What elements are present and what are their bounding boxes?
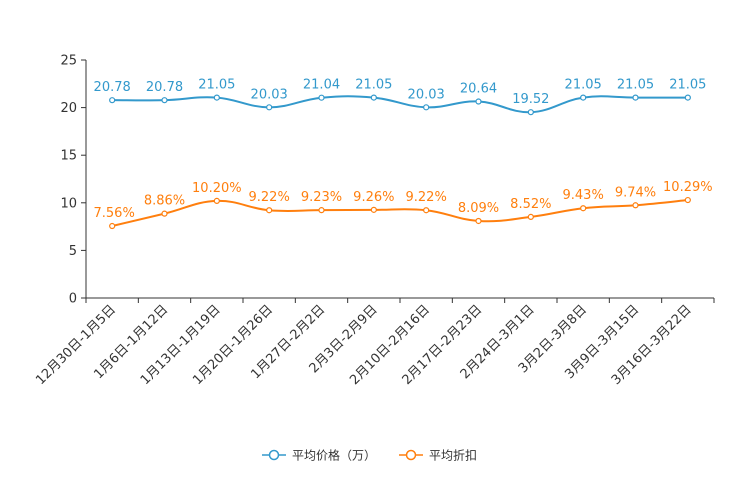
data-point[interactable]	[632, 94, 639, 101]
y-tick-label: 25	[60, 54, 77, 69]
data-label: 9.43%	[563, 188, 604, 203]
y-axis: 0 5 10 15 20 25	[60, 54, 87, 307]
data-label: 20.64	[460, 82, 497, 97]
data-label: 20.78	[146, 80, 183, 95]
data-point[interactable]	[370, 94, 377, 101]
data-label: 20.03	[408, 87, 445, 102]
series-line	[112, 95, 688, 114]
data-point[interactable]	[213, 197, 220, 204]
series-line	[111, 199, 688, 228]
data-point[interactable]	[580, 94, 587, 101]
data-point[interactable]	[213, 94, 220, 101]
data-label: 21.05	[617, 78, 654, 93]
data-label: 21.05	[669, 78, 706, 93]
data-point[interactable]	[527, 109, 534, 116]
y-tick-label: 10	[60, 196, 77, 211]
data-label: 8.52%	[510, 197, 551, 212]
data-point[interactable]	[109, 97, 116, 104]
legend-marker-icon	[268, 449, 280, 461]
data-label: 20.78	[94, 80, 131, 95]
data-point[interactable]	[318, 94, 325, 101]
data-label: 20.03	[251, 87, 288, 102]
data-point[interactable]	[161, 97, 168, 104]
data-label: 10.29%	[663, 180, 713, 195]
data-label: 21.04	[303, 78, 340, 93]
y-tick-label: 15	[60, 149, 77, 164]
data-label: 8.86%	[144, 194, 185, 209]
data-point[interactable]	[318, 207, 325, 214]
data-point[interactable]	[632, 202, 639, 209]
data-point[interactable]	[527, 213, 534, 220]
data-point[interactable]	[475, 217, 482, 225]
series-0: 20.78 20.78 21.05 20.03 21.04 21.05 20.03 20.64…	[94, 78, 706, 116]
series-layer: 20.78 20.78 21.05 20.03 21.04 21.05 20.03 20.64…	[94, 78, 713, 230]
data-label: 9.22%	[249, 190, 290, 205]
data-point[interactable]	[423, 207, 430, 214]
data-label: 9.74%	[615, 185, 656, 200]
data-point[interactable]	[370, 206, 377, 213]
legend-marker-icon	[405, 449, 417, 461]
data-point[interactable]	[266, 104, 273, 111]
y-tick-label: 20	[60, 101, 77, 116]
data-label: 7.56%	[94, 206, 135, 221]
data-label: 19.52	[512, 92, 549, 107]
y-tick-label: 5	[69, 244, 77, 259]
y-tick-label: 0	[69, 292, 77, 307]
data-label: 9.23%	[301, 190, 342, 205]
x-axis: 12月30日-1月5日1月6日-1月12日1月13日-1月19日1月20日-1月…	[33, 297, 715, 388]
data-point[interactable]	[161, 210, 168, 217]
legend-item-1[interactable]: 平均折扣	[399, 448, 477, 463]
data-label: 9.22%	[406, 190, 447, 205]
data-label: 21.05	[198, 78, 235, 93]
data-label: 9.26%	[353, 190, 394, 205]
data-point[interactable]	[684, 196, 691, 204]
data-point[interactable]	[684, 94, 691, 101]
data-point[interactable]	[423, 104, 430, 111]
data-point[interactable]	[580, 205, 587, 212]
data-label: 10.20%	[192, 181, 242, 196]
data-label: 8.09%	[458, 201, 499, 216]
legend-label: 平均价格（万）	[292, 448, 376, 463]
data-point[interactable]	[475, 98, 482, 105]
data-label: 21.05	[355, 78, 392, 93]
data-point[interactable]	[109, 222, 116, 230]
data-point[interactable]	[266, 207, 273, 214]
series-1: 7.56% 8.86% 10.20% 9.22% 9.23% 9.26% 9.22% 8.09…	[94, 180, 713, 230]
data-label: 21.05	[565, 78, 602, 93]
legend-item-0[interactable]: 平均价格（万）	[262, 448, 376, 463]
legend-label: 平均折扣	[429, 448, 477, 463]
legend[interactable]: 平均价格（万） 平均折扣	[262, 448, 477, 463]
